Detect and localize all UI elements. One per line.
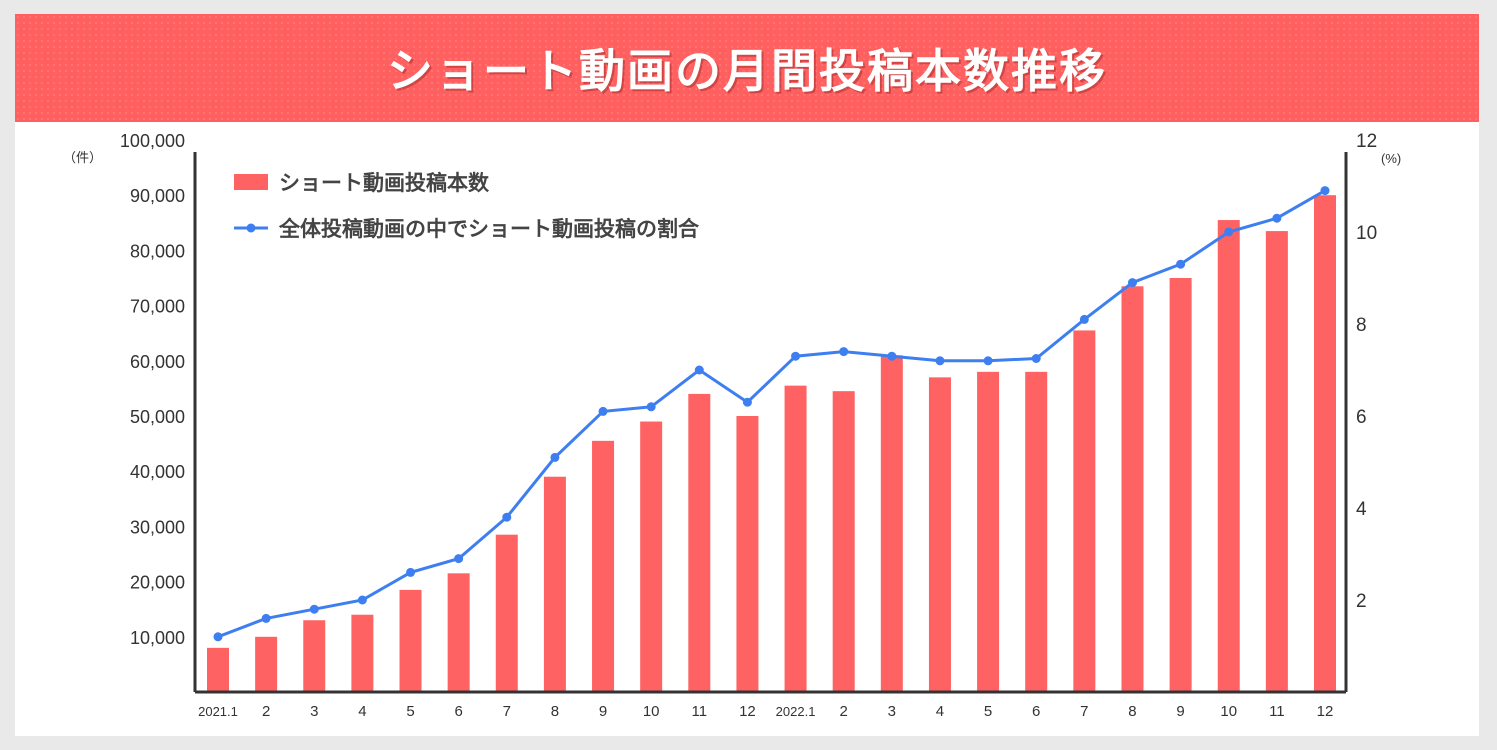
y-left-tick-label: 60,000 [130, 352, 185, 372]
bar-3 [303, 620, 326, 692]
ratio-point-9 [598, 406, 608, 416]
ratio-point-11 [694, 365, 704, 375]
x-tick-label: 4 [936, 703, 944, 720]
ratio-point-2 [261, 613, 271, 623]
bar-20 [1121, 286, 1144, 692]
chart-title: ショート動画の月間投稿本数推移 [387, 44, 1107, 98]
ratio-point-19 [1079, 314, 1089, 324]
bar-16 [928, 377, 951, 692]
y-right-tick-label: 12 [1356, 131, 1377, 152]
bar-2 [255, 636, 278, 692]
ratio-point-15 [887, 351, 897, 361]
y-left-tick-label: 50,000 [130, 407, 185, 427]
y-right-tick-label: 6 [1356, 407, 1367, 428]
ratio-line [217, 189, 1326, 639]
bar-23 [1265, 231, 1288, 692]
x-tick-label: 11 [1269, 703, 1285, 720]
x-tick-label: 9 [1176, 703, 1184, 720]
ratio-point-7 [502, 512, 512, 522]
x-tick-label: 9 [599, 703, 607, 720]
ratio-point-6 [454, 554, 464, 564]
ratio-point-13 [791, 351, 801, 361]
x-tick-label: 5 [984, 703, 992, 720]
y-left-tick-label: 80,000 [130, 241, 185, 261]
ratio-point-1 [213, 632, 223, 642]
ratio-point-4 [357, 595, 367, 605]
bar-11 [688, 393, 711, 692]
bar-12 [736, 416, 759, 692]
x-tick-label: 2 [840, 703, 848, 720]
x-tick-label: 10 [643, 703, 660, 720]
y-left-tick-label: 10,000 [130, 628, 185, 648]
bar-5 [399, 589, 422, 692]
bar-22 [1217, 220, 1240, 693]
x-tick-label: 8 [1128, 703, 1136, 720]
bar-7 [495, 534, 518, 692]
ratio-point-17 [983, 356, 993, 366]
x-tick-label: 12 [739, 703, 756, 720]
ratio-point-3 [309, 604, 319, 614]
x-tick-label: 6 [454, 703, 462, 720]
bar-10 [640, 421, 663, 692]
bar-13 [784, 385, 807, 692]
legend-bar-label: ショート動画投稿本数 [279, 171, 490, 195]
ratio-point-10 [646, 402, 656, 412]
bar-21 [1169, 278, 1192, 692]
x-tick-label: 5 [406, 703, 414, 720]
x-tick-label: 10 [1220, 703, 1237, 720]
bar-4 [351, 614, 374, 692]
y-right-tick-label: 8 [1356, 315, 1367, 336]
y-right-tick-label: 10 [1356, 223, 1377, 244]
x-tick-label: 2022.1 [776, 704, 816, 719]
x-tick-label: 12 [1317, 703, 1334, 720]
bar-9 [592, 440, 615, 692]
y-right-tick-label: 2 [1356, 591, 1367, 612]
x-tick-label: 4 [358, 703, 366, 720]
ratio-point-23 [1272, 213, 1282, 223]
bar-6 [447, 573, 470, 692]
chart-svg: 10,000 20,000 30,000 40,000 50,000 60,000 70,0… [63, 131, 1401, 720]
y-left-tick-label: 100,000 [120, 131, 185, 151]
title-banner: ショート動画の月間投稿本数推移 [15, 14, 1479, 122]
y-left-tick-label: 20,000 [130, 573, 185, 593]
x-tick-label: 6 [1032, 703, 1040, 720]
ratio-point-16 [935, 356, 945, 366]
x-tick-label: 3 [310, 703, 318, 720]
bar-15 [880, 355, 903, 692]
ratio-point-18 [1031, 354, 1041, 363]
bar-17 [977, 371, 1000, 692]
bar-1 [207, 647, 229, 692]
x-tick-label: 3 [888, 703, 896, 720]
ratio-point-20 [1127, 278, 1137, 288]
x-tick-label: 2021.1 [198, 704, 238, 719]
ratio-point-24 [1320, 186, 1330, 196]
ratio-point-14 [839, 347, 849, 357]
y-left-tick-label: 40,000 [130, 462, 185, 482]
bar-19 [1073, 330, 1096, 692]
y-right-tick-label: 4 [1356, 499, 1367, 520]
legend-bar-swatch [234, 174, 268, 190]
x-tick-label: 8 [551, 703, 559, 720]
bar-18 [1025, 371, 1048, 692]
y-right-unit-label: (%) [1381, 151, 1401, 166]
ratio-point-8 [550, 452, 560, 462]
chart-card: ショート動画の月間投稿本数推移 10,000 20,000 30,000 40,000… [15, 14, 1479, 736]
bar-14 [832, 391, 855, 692]
legend-line-label: 全体投稿動画の中でショート動画投稿の割合 [278, 217, 700, 241]
ratio-point-12 [742, 397, 752, 407]
y-left-tick-label: 70,000 [130, 297, 185, 317]
x-tick-label: 2 [262, 703, 270, 720]
y-left-tick-label: 30,000 [130, 517, 185, 537]
ratio-point-5 [406, 567, 416, 577]
ratio-point-22 [1224, 227, 1234, 237]
bar-8 [543, 476, 566, 692]
x-tick-label: 7 [1080, 703, 1088, 720]
x-tick-label: 7 [503, 703, 511, 720]
legend-line-marker [246, 223, 256, 233]
bar-24 [1314, 195, 1336, 692]
x-tick-label: 11 [692, 703, 708, 720]
ratio-point-21 [1176, 259, 1186, 269]
y-left-unit-label: （件） [63, 150, 102, 165]
y-left-tick-label: 90,000 [130, 186, 185, 206]
